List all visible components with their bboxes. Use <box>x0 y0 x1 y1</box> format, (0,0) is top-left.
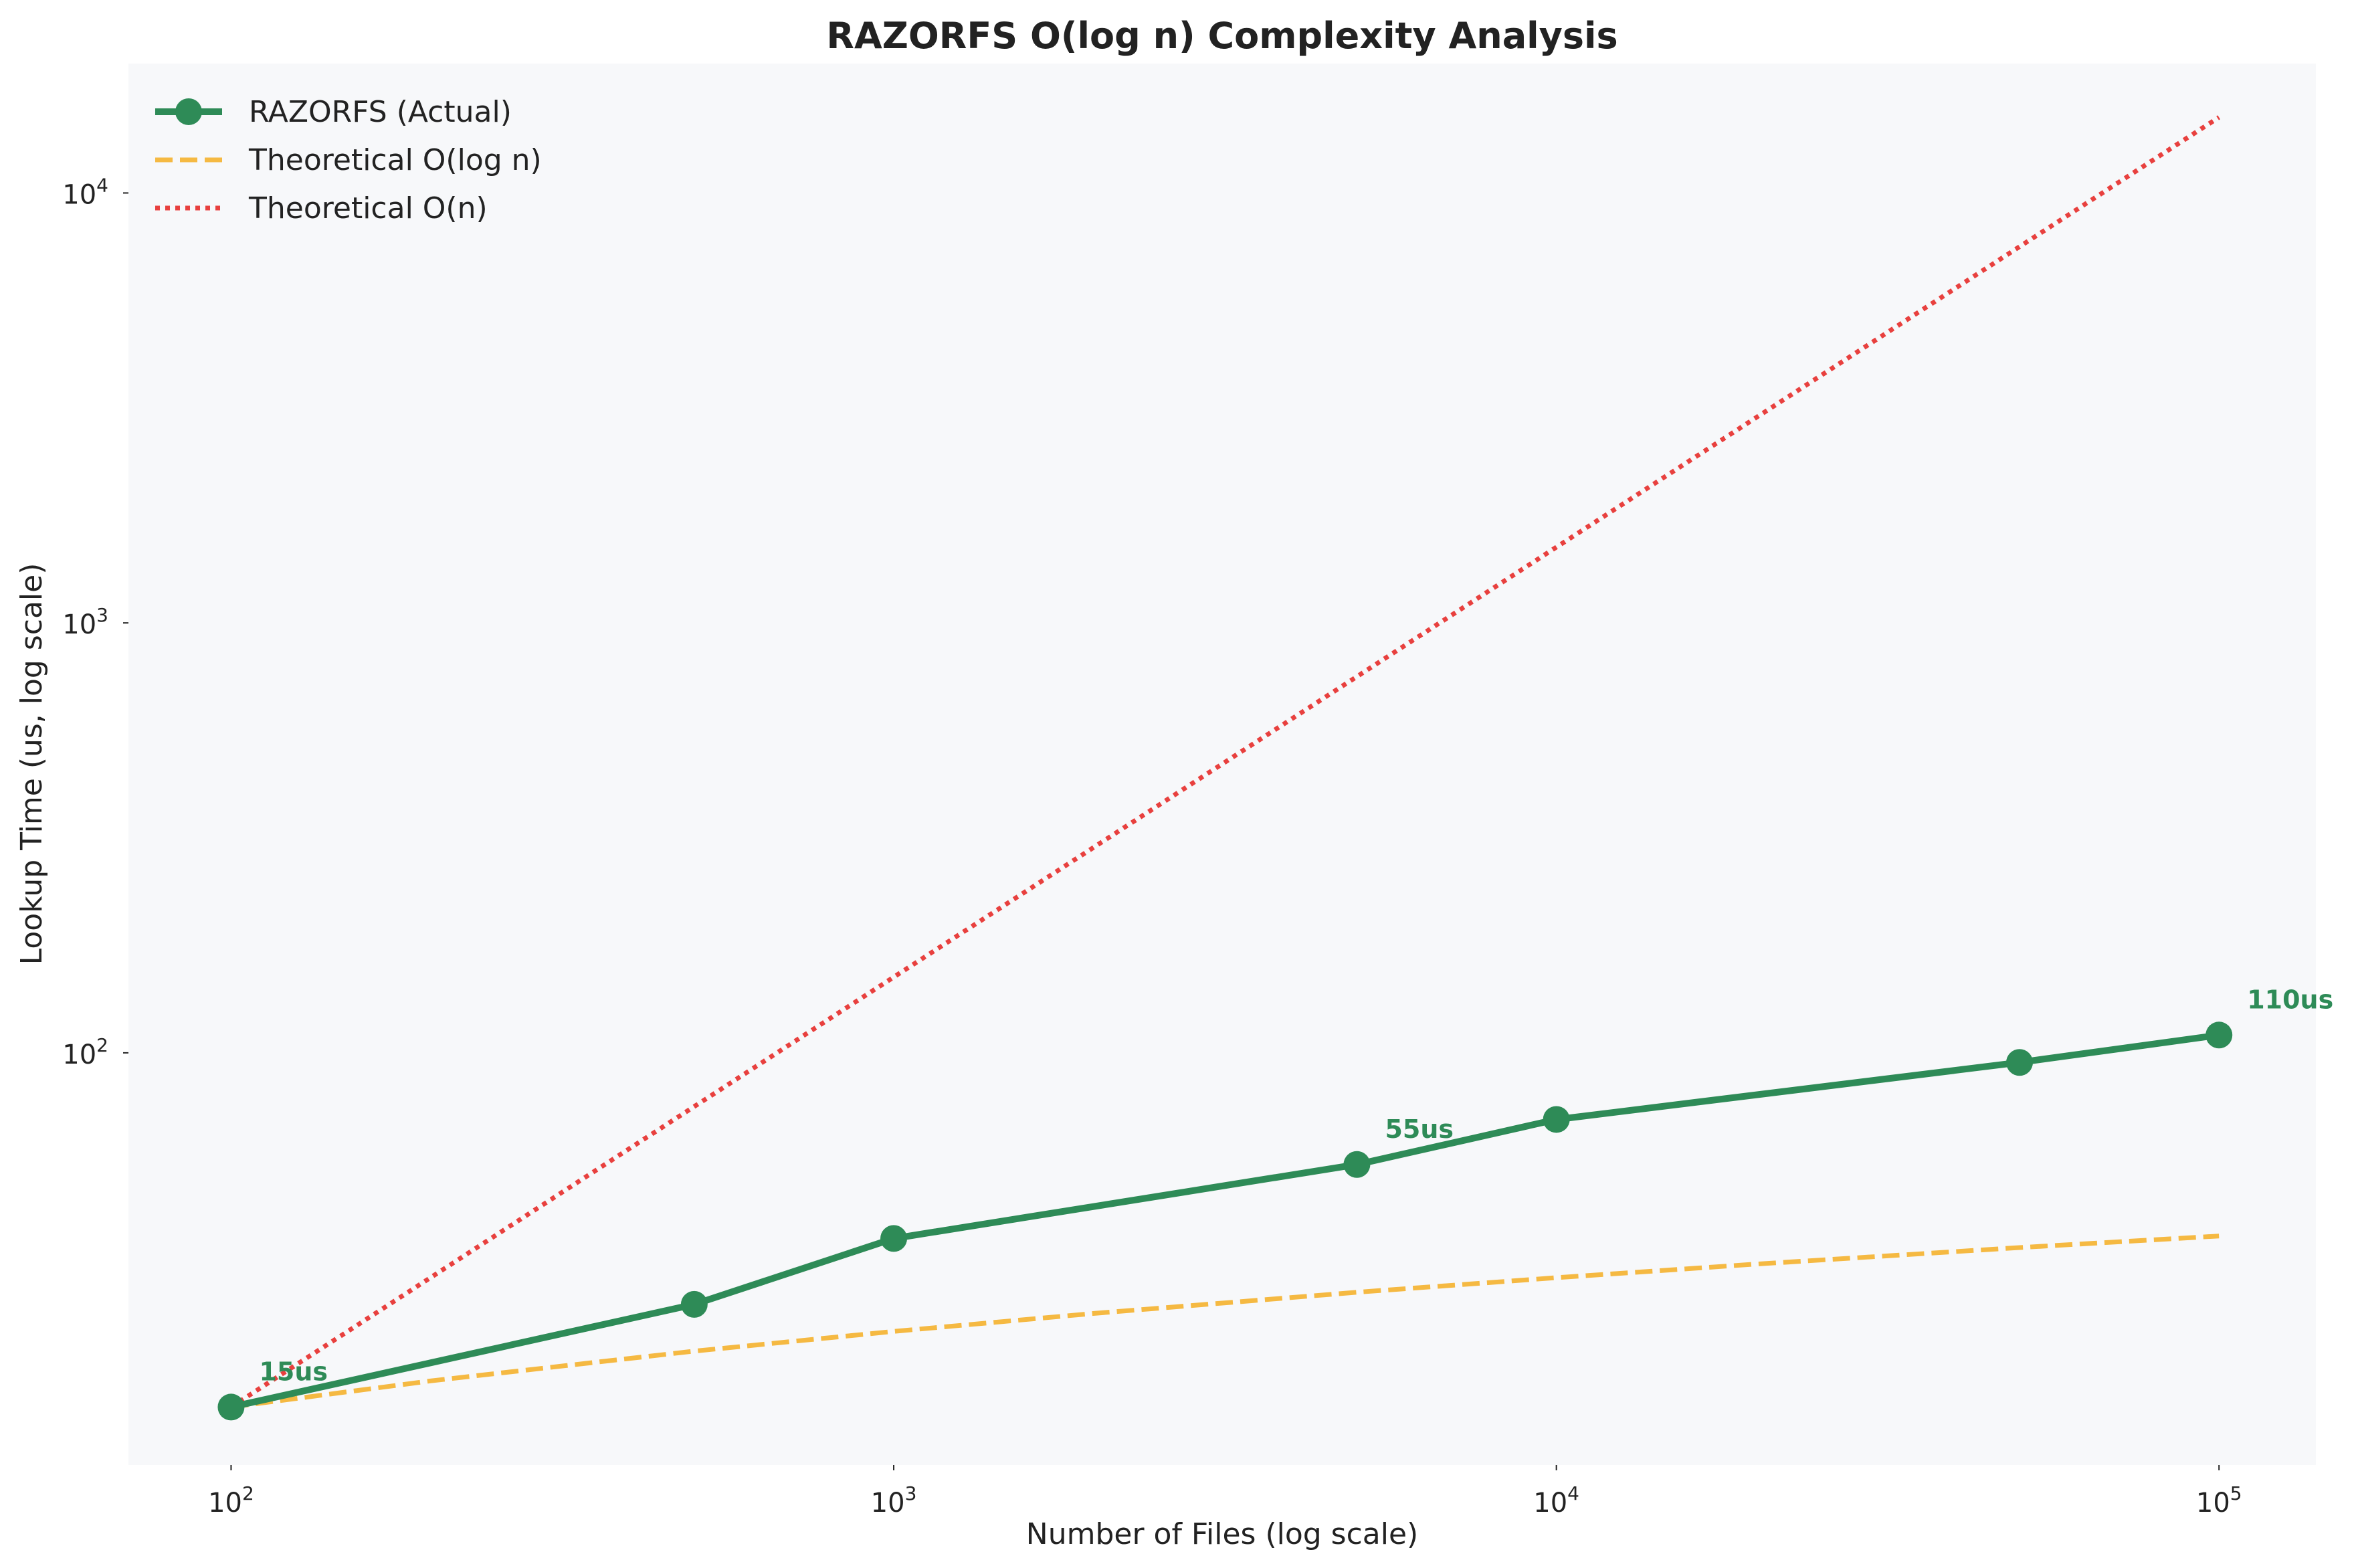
chart-title: RAZORFS O(log n) Complexity Analysis <box>826 15 1617 57</box>
data-point <box>2006 1049 2034 1076</box>
series-line-theoretical-o-n <box>229 115 2221 1409</box>
plot-area <box>128 64 2316 1465</box>
data-point <box>2205 1021 2233 1049</box>
legend-label: RAZORFS (Actual) <box>249 95 512 129</box>
data-point <box>217 1393 245 1421</box>
data-point <box>1543 1106 1570 1133</box>
legend-label: Theoretical O(n) <box>248 191 488 225</box>
data-label: 15us <box>259 1357 328 1386</box>
x-tick-label: 103 <box>871 1482 917 1518</box>
tick-layer: 102 103 104 105 102 103 104 <box>62 174 2242 1518</box>
data-label: 55us <box>1385 1114 1454 1144</box>
series-line-theoretical-o-log-n <box>230 1234 2220 1409</box>
legend-item-razorfs-actual: RAZORFS (Actual) <box>155 95 512 129</box>
y-axis-label: Lookup Time (us, log scale) <box>15 563 49 965</box>
data-point <box>1343 1151 1371 1178</box>
series-layer <box>217 115 2233 1421</box>
legend-item-theoretical-o-n: Theoretical O(n) <box>155 191 488 225</box>
y-tick-label: 103 <box>62 604 108 640</box>
legend-item-theoretical-o-log-n: Theoretical O(log n) <box>155 143 542 177</box>
y-tick-label: 104 <box>62 174 108 210</box>
x-axis-label: Number of Files (log scale) <box>1026 1517 1418 1551</box>
legend-label: Theoretical O(log n) <box>248 143 542 177</box>
legend: RAZORFS (Actual) Theoretical O(log n) Theo… <box>155 95 542 225</box>
data-point <box>680 1290 708 1318</box>
x-tick-label: 102 <box>208 1482 254 1518</box>
annotation-layer: 15us 55us 110us <box>259 985 2333 1386</box>
y-tick-label: 102 <box>62 1034 108 1070</box>
legend-marker <box>175 98 202 125</box>
data-point <box>880 1225 908 1252</box>
data-label: 110us <box>2247 985 2333 1014</box>
x-tick-label: 104 <box>1533 1482 1579 1518</box>
x-tick-label: 105 <box>2196 1482 2242 1518</box>
